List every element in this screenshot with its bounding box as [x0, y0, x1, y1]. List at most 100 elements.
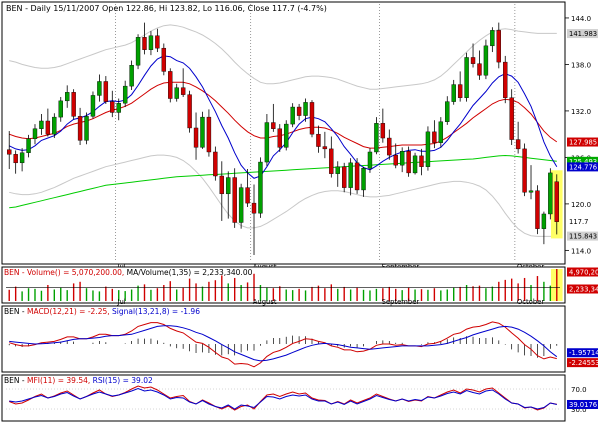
candle-body — [361, 168, 366, 191]
candle-body — [399, 151, 405, 166]
candle — [438, 117, 444, 148]
candle — [548, 168, 553, 220]
candle — [232, 168, 237, 228]
candle-body — [522, 148, 527, 193]
indicator-tag-label: -2.24553 — [569, 359, 600, 367]
candle — [425, 126, 431, 171]
indicator-label-part: BEN - Volume() = 5,070,200.00, — [4, 268, 127, 277]
candle — [419, 148, 424, 176]
candle — [509, 89, 514, 146]
candle — [193, 112, 199, 160]
candle-body — [496, 30, 501, 63]
price-tick-label: 120.0 — [571, 201, 591, 209]
month-label: October — [517, 298, 544, 306]
candle-body — [464, 57, 469, 98]
candle — [148, 31, 154, 56]
candle-body — [58, 100, 63, 118]
candle-body — [77, 116, 83, 141]
price-tag-label: 124.776 — [569, 163, 597, 171]
candle-body — [528, 190, 534, 193]
candle-body — [309, 102, 315, 135]
month-label: September — [382, 298, 420, 306]
candle — [490, 27, 495, 53]
candle-body — [387, 137, 392, 156]
price-tag-label: 115.843 — [569, 233, 597, 241]
candle-body — [226, 177, 231, 195]
price-panel-frame — [1, 1, 566, 265]
candle — [554, 174, 559, 235]
ma-short-line — [8, 55, 558, 179]
candle-body — [232, 177, 237, 223]
candle-body — [90, 95, 96, 117]
candle — [309, 100, 315, 138]
candle — [13, 150, 18, 174]
candle — [155, 28, 160, 53]
candle-body — [490, 30, 495, 47]
lower-band-line — [9, 154, 557, 237]
price-tick-label: 114.0 — [571, 247, 591, 255]
candle — [399, 147, 405, 173]
candle-body — [168, 71, 173, 99]
candle — [496, 22, 501, 69]
candle-body — [19, 152, 25, 164]
candle — [316, 125, 321, 153]
candle — [97, 74, 102, 102]
indicator-label-part: MA/Volume(1,35) = 2,233,340.00 — [127, 268, 253, 277]
candle — [271, 103, 276, 132]
ma-long-line — [9, 154, 557, 209]
candle-body — [419, 155, 424, 167]
candle — [180, 68, 186, 97]
rsi-tick-label: 70.0 — [571, 386, 587, 394]
indicator-tag-label: 39.0176 — [569, 401, 597, 409]
candle — [367, 148, 373, 173]
candle — [129, 60, 134, 90]
candle — [541, 211, 547, 245]
candle-body — [406, 151, 411, 174]
candle — [122, 80, 128, 108]
candle — [39, 114, 44, 135]
macd-line — [9, 321, 557, 368]
candle-body — [52, 116, 57, 135]
price-tag-label: 141.983 — [569, 30, 597, 38]
candle-body — [161, 47, 167, 72]
candle — [303, 98, 308, 122]
candle-body — [483, 45, 489, 76]
candle-body — [380, 123, 386, 139]
candle — [206, 109, 212, 157]
candle-body — [329, 148, 334, 174]
candle-body — [348, 162, 353, 188]
candle-body — [554, 181, 559, 222]
indicator-tag-label: 2,233,340 — [569, 286, 600, 294]
price-tag-bg — [567, 231, 598, 241]
rsi-panel: BEN - MFI(11) = 39.54, RSI(15) = 39.02 7… — [1, 374, 598, 422]
candle-body — [116, 102, 121, 113]
candle-body — [548, 172, 553, 215]
candle-body — [174, 87, 179, 99]
candle — [290, 103, 295, 128]
price-tag-bg — [567, 137, 598, 147]
indicator-tag-bg — [567, 267, 598, 277]
candle-body — [541, 213, 547, 229]
indicator-label-part: MFI(11) = 39.54, — [27, 376, 93, 385]
candle — [348, 158, 353, 196]
candle-body — [65, 92, 70, 102]
candle — [432, 120, 437, 149]
candle-body — [412, 155, 418, 174]
candle — [503, 55, 508, 104]
candle — [445, 96, 450, 125]
candle — [226, 171, 231, 219]
candle — [515, 121, 521, 154]
candle-body — [110, 101, 115, 113]
candle-body — [509, 97, 514, 140]
candle — [19, 148, 25, 172]
candle — [26, 134, 31, 158]
candle-body — [470, 57, 476, 64]
candle-body — [71, 92, 76, 117]
volume-panel-frame — [1, 266, 566, 304]
macd-panel: BEN - MACD(12,21) = -2.25, Signal(13,21,… — [1, 305, 600, 373]
candle — [52, 113, 57, 139]
candle — [32, 124, 38, 145]
candle — [45, 108, 51, 137]
candle — [84, 112, 89, 145]
volume-label: BEN - Volume() = 5,070,200.00, MA/Volume… — [4, 268, 253, 277]
